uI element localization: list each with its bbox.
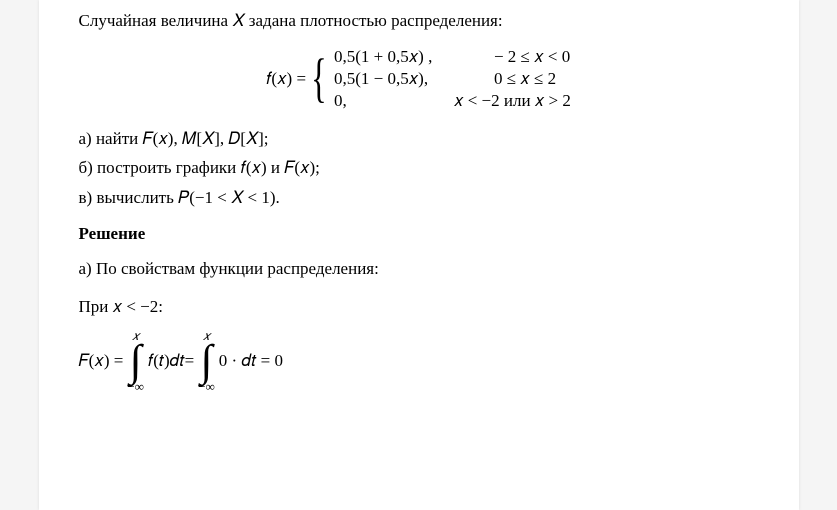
case-label: При 𝑥 < −2: [79,294,759,320]
task-a: а) найти 𝐹(𝑥), 𝑀[𝑋], 𝐷[𝑋]; [79,126,759,152]
case-expr-3: 0, [334,90,394,112]
integral-lhs: 𝐹(𝑥) = [79,351,124,371]
case-row-2: 0,5(1 − 0,5𝑥), 0 ≤ 𝑥 ≤ 2 [334,68,571,90]
integral-lower-1: −∞ [127,380,144,393]
case-row-3: 0, 𝑥 < −2 или 𝑥 > 2 [334,90,571,112]
density-formula: 𝑓(𝑥) = { 0,5(1 + 0,5𝑥) , − 2 ≤ 𝑥 < 0 0,5… [79,46,759,112]
integral-symbol-2: 𝑥 ∫ −∞ [198,329,215,392]
integral-eq: = [185,351,195,371]
task-b: б) построить графики 𝑓(𝑥) и 𝐹(𝑥); [79,155,759,181]
solution-a-text: а) По свойствам функции распределения: [79,256,759,282]
case-row-1: 0,5(1 + 0,5𝑥) , − 2 ≤ 𝑥 < 0 [334,46,571,68]
task-c: в) вычислить 𝑃(−1 < 𝑋 < 1). [79,185,759,211]
integral-equation: 𝐹(𝑥) = 𝑥 ∫ −∞ 𝑓(𝑡)𝑑𝑡 = 𝑥 ∫ −∞ 0 · 𝑑𝑡 = 0 [79,329,759,392]
piecewise-function: 𝑓(𝑥) = { 0,5(1 + 0,5𝑥) , − 2 ≤ 𝑥 < 0 0,5… [266,46,571,112]
integral-sign-1: ∫ [130,342,142,379]
integral-symbol-1: 𝑥 ∫ −∞ [127,329,144,392]
case-cond-1: − 2 ≤ 𝑥 < 0 [464,46,570,68]
case-expr-1: 0,5(1 + 0,5𝑥) , [334,46,464,68]
solution-heading: Решение [79,224,759,244]
document-page: Случайная величина 𝑋 задана плотностью р… [39,0,799,510]
integrand-2: 0 · 𝑑𝑡 = 0 [219,351,283,371]
case-expr-2: 0,5(1 − 0,5𝑥), [334,68,464,90]
integral-lower-2: −∞ [198,380,215,393]
case-cond-2: 0 ≤ 𝑥 ≤ 2 [464,68,556,90]
intro-text: Случайная величина 𝑋 задана плотностью р… [79,8,759,34]
integral-sign-2: ∫ [200,342,212,379]
formula-lhs: 𝑓(𝑥) = [266,68,306,90]
left-brace: { [311,54,327,103]
cases-container: 0,5(1 + 0,5𝑥) , − 2 ≤ 𝑥 < 0 0,5(1 − 0,5𝑥… [334,46,571,112]
case-cond-3: 𝑥 < −2 или 𝑥 > 2 [394,90,571,112]
integrand-1: 𝑓(𝑡)𝑑𝑡 [148,351,185,371]
